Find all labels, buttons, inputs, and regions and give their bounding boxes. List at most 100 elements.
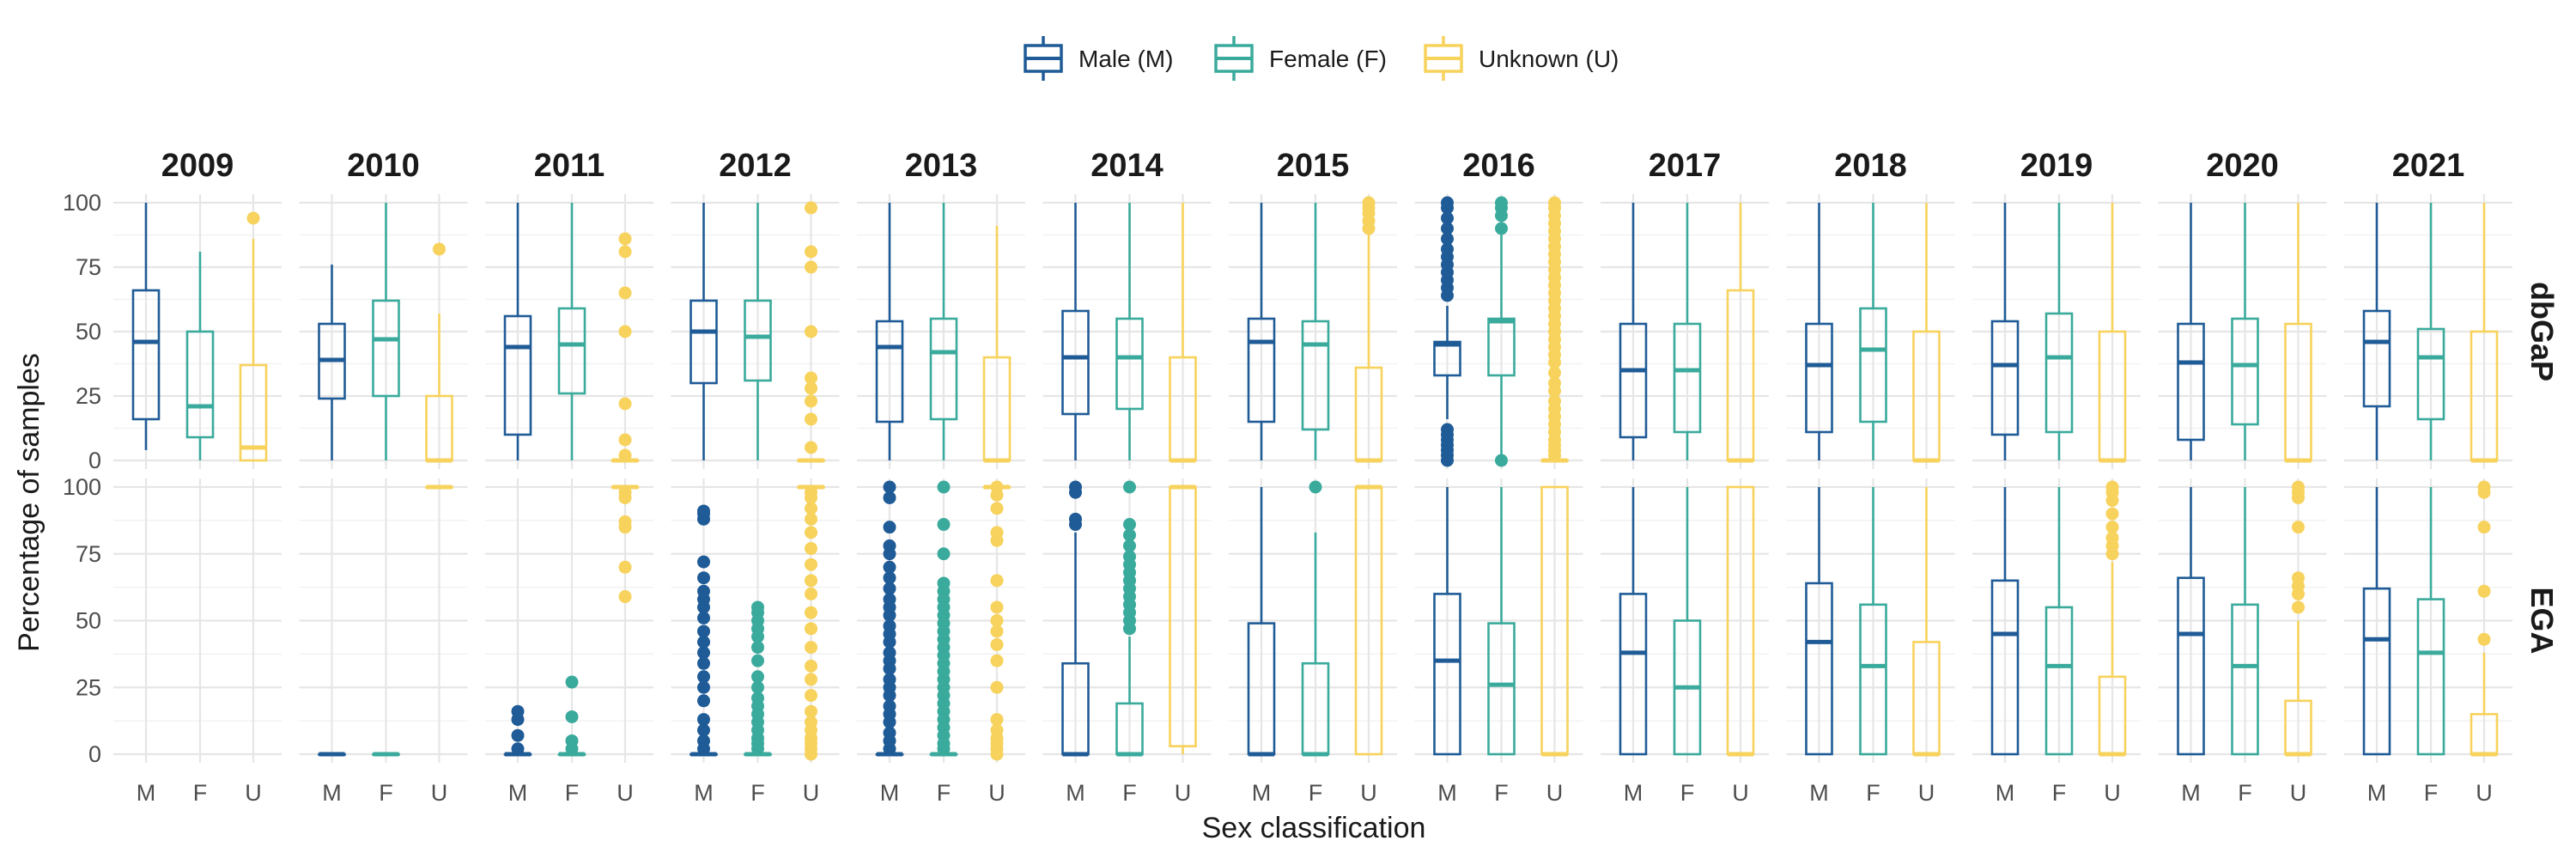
outlier-point [1548,376,1561,390]
outlier-point [883,646,896,660]
outlier-point [2292,571,2305,585]
box-iqr [1487,622,1516,756]
box-dbGaP-2013-F [929,203,958,460]
x-tick-label-2010-F: F [379,780,393,806]
facet-title-2013: 2013 [905,148,978,184]
box-iqr [1805,322,1833,434]
x-tick-label-2012-F: F [750,780,765,806]
outlier-point [697,646,710,660]
outlier-point [937,518,951,532]
outlier-point [2292,600,2305,614]
outlier-point [937,576,951,590]
outlier-point [805,325,817,338]
outlier-point [805,622,817,636]
outlier-point [805,441,817,454]
outlier-point [2477,584,2491,598]
box-EGA-2016-U [1540,485,1569,757]
outlier-point [618,485,632,499]
x-tick-label-2014-M: M [1066,780,1085,806]
outlier-point [751,600,764,614]
outlier-point [697,555,710,569]
x-tick-label-2020-M: M [2181,780,2201,806]
outlier-point [883,726,896,740]
box-dbGaP-2018-M [1805,203,1833,460]
outlier-point [805,587,817,600]
box-EGA-2020-U [2284,480,2312,757]
x-tick-label-2014-F: F [1122,780,1137,806]
box-dbGaP-2011-M [503,203,532,460]
x-tick-label-2010-M: M [322,780,342,806]
outlier-point [751,670,764,684]
outlier-point [697,656,710,670]
box-EGA-2012-U [797,484,825,761]
box-EGA-2012-F [744,600,772,757]
box-dbGaP-2015-U [1354,196,1383,463]
outlier-point [1123,528,1136,542]
x-tick-label-2010-U: U [431,780,448,806]
outlier-point [883,699,896,713]
outlier-point [937,480,951,494]
x-tick-label-2019-F: F [2052,780,2067,806]
outlier-point [697,635,710,649]
box-iqr [1673,322,1702,434]
box-iqr [744,299,772,382]
box-dbGaP-2010-M [318,265,346,460]
outlier-point [805,526,817,539]
outlier-point [990,713,1004,727]
outlier-point [2477,632,2491,646]
outlier-point [697,571,710,585]
box-EGA-2018-U [1912,487,1941,757]
outlier-point [883,582,896,595]
grid-layer [113,194,2512,763]
box-dbGaP-2021-U [2470,203,2499,463]
box-EGA-2020-M [2177,487,2205,756]
facet-title-2009: 2009 [161,148,234,184]
outlier-point [1069,512,1082,526]
box-dbGaP-2014-M [1061,203,1090,460]
legend: Male (M) Female (F) Unknown (U) [1024,36,1619,81]
outlier-point [618,286,632,300]
box-EGA-2019-M [1990,487,2020,756]
y-tick-label-dbGaP-50: 50 [76,319,101,344]
outlier-point [805,574,817,588]
box-EGA-2015-U [1354,484,1383,756]
outlier-point [511,742,525,756]
box-iqr [1115,317,1144,411]
facet-title-2015: 2015 [1277,148,1350,184]
box-dbGaP-2014-F [1115,203,1144,460]
outlier-point [805,394,817,408]
box-dbGaP-2009-F [185,252,215,460]
box-iqr [2231,603,2259,756]
outlier-point [2105,521,2119,534]
box-dbGaP-2016-F [1487,196,1516,467]
outlier-point [1441,211,1454,225]
outlier-point [1495,454,1508,467]
outlier-point [990,574,1004,588]
box-dbGaP-2021-M [2362,203,2391,460]
box-iqr [2177,576,2205,756]
box-EGA-2014-U [1169,484,1197,754]
box-EGA-2016-F [1487,487,1516,756]
outlier-point [883,593,896,606]
box-EGA-2019-F [2044,487,2074,756]
box-EGA-2011-U [611,484,640,604]
outlier-point [618,245,632,259]
outlier-point [1441,242,1454,256]
outlier-point [805,502,817,515]
x-tick-label-2014-U: U [1175,780,1192,806]
outlier-point [433,242,446,256]
outlier-point [990,654,1004,667]
outlier-point [1441,423,1454,436]
x-tick-label-2013-M: M [880,780,900,806]
x-tick-label-2017-M: M [1624,780,1643,806]
box-dbGaP-2017-F [1673,203,1702,460]
y-tick-label-EGA-75: 75 [76,541,101,567]
x-tick-label-2015-U: U [1360,780,1377,806]
outlier-point [1123,539,1136,552]
outlier-point [2105,480,2119,494]
x-tick-label-2018-F: F [1866,780,1880,806]
box-dbGaP-2019-U [2098,203,2127,463]
outlier-point [805,659,817,673]
outlier-point [1548,394,1561,408]
outlier-point [565,710,579,723]
